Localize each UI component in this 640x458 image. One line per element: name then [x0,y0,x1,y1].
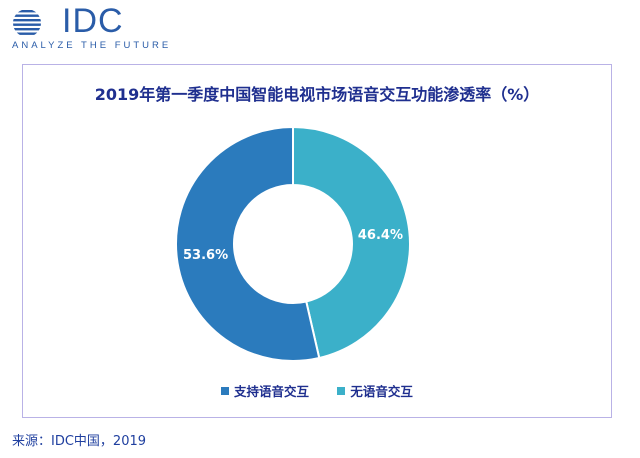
chart-card: 2019年第一季度中国智能电视市场语音交互功能渗透率（%） 46.4% 53.6%… [22,64,612,418]
legend-label-no-voice: 无语音交互 [350,384,413,399]
idc-globe-logo-icon [13,10,41,35]
data-label-voice: 53.6% [183,248,228,263]
source-note: 来源：IDC中国，2019 [12,434,147,449]
slice-no-voice [292,125,411,360]
legend-item-voice: 支持语音交互 [221,381,309,400]
chart-legend: 支持语音交互 无语音交互 [23,381,611,400]
slice-voice [175,125,321,362]
legend-swatch-voice [221,387,230,395]
brand-tagline: ANALYZE THE FUTURE [12,40,172,51]
data-label-no-voice: 46.4% [358,228,403,243]
legend-item-no-voice: 无语音交互 [337,381,413,400]
chart-title: 2019年第一季度中国智能电视市场语音交互功能渗透率（%） [94,85,540,104]
legend-swatch-no-voice [337,387,346,395]
brand-logo-text: IDC [62,2,124,40]
legend-label-voice: 支持语音交互 [234,384,310,399]
donut-chart: 46.4% 53.6% [175,125,411,362]
header: IDC ANALYZE THE FUTURE [0,0,640,56]
